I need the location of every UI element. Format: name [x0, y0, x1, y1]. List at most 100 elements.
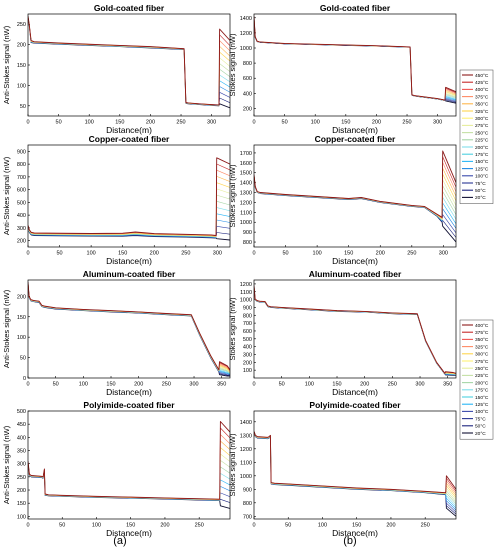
temperature-trace — [28, 17, 230, 106]
plot-frame — [253, 13, 457, 117]
temperature-trace — [254, 175, 456, 220]
temperature-trace — [28, 282, 230, 371]
x-tick-label: 150 — [126, 523, 135, 529]
temperature-trace — [254, 17, 456, 102]
temperature-trace — [28, 282, 230, 372]
plot-frame — [253, 410, 457, 520]
y-tick-label: 350 — [17, 449, 26, 455]
legend-entry: 350°C — [475, 337, 489, 343]
legend-entry: 400°C — [475, 87, 489, 93]
legend-entry: 175°C — [475, 152, 489, 158]
x-tick-label: 0 — [26, 523, 29, 529]
y-tick-label: 400 — [17, 435, 26, 441]
legend-entry: 150°C — [475, 395, 489, 401]
x-tick-label: 100 — [85, 120, 94, 126]
temperature-trace — [28, 17, 230, 106]
legend-entry: 150°C — [475, 159, 489, 165]
y-tick-label: 50 — [20, 356, 26, 362]
x-tick-label: 200 — [150, 251, 159, 257]
legend-entry: 250°C — [475, 366, 489, 372]
temperature-trace — [28, 176, 230, 237]
legend-entry: 275°C — [475, 123, 489, 129]
legend-entry: 425°C — [475, 80, 489, 86]
legend-entry: 300°C — [475, 116, 489, 122]
temperature-trace — [254, 17, 456, 101]
chart-title: Aluminum-coated fiber — [309, 269, 402, 279]
legend-entry: 100°C — [475, 409, 489, 415]
temperature-trace — [28, 453, 230, 501]
legend-entry: 125°C — [475, 402, 489, 408]
chart-title: Aluminum-coated fiber — [83, 269, 176, 279]
series-line-450°C — [28, 15, 230, 106]
x-tick-label: 100 — [311, 120, 320, 126]
legend-entry: 50°C — [475, 188, 486, 194]
temperature-trace — [254, 16, 456, 101]
chart-panels: Gold-coated fiber Distance(m) Anti-Stokes … — [2, 3, 457, 538]
temperature-trace — [28, 282, 230, 374]
temperature-trace — [28, 188, 230, 237]
x-tick-label: 200 — [360, 382, 369, 388]
x-tick-label: 150 — [352, 523, 361, 529]
y-tick-label: 100 — [17, 83, 26, 89]
temperature-trace — [254, 285, 456, 375]
y-tick-label: 400 — [243, 91, 252, 97]
y-tick-label: 1200 — [240, 31, 252, 37]
y-tick-label: 300 — [17, 226, 26, 232]
y-tick-label: 400 — [17, 213, 26, 219]
x-axis-label: Distance(m) — [332, 125, 378, 135]
y-tick-label: 250 — [17, 22, 26, 28]
y-tick-label: 200 — [17, 488, 26, 494]
y-tick-label: 600 — [17, 188, 26, 194]
y-tick-label: 1400 — [240, 16, 252, 22]
temperature-trace — [254, 286, 456, 376]
series-line-20°C — [28, 463, 230, 509]
y-tick-label: 900 — [17, 149, 26, 155]
x-tick-label: 300 — [439, 251, 448, 257]
chart-panel-7: Polyimide-coated fiber Distance(m) Stokes … — [228, 400, 457, 538]
x-tick-label: 250 — [388, 382, 397, 388]
temperature-trace — [28, 282, 230, 375]
x-tick-label: 300 — [189, 382, 198, 388]
x-tick-label: 200 — [372, 120, 381, 126]
chart-panel-6: Polyimide-coated fiber Distance(m) Anti-St… — [2, 400, 231, 538]
temperature-trace — [28, 18, 230, 106]
x-tick-label: 250 — [162, 382, 171, 388]
series-line-400°C — [28, 421, 230, 500]
x-tick-label: 150 — [332, 382, 341, 388]
temperature-trace — [28, 282, 230, 371]
temperature-trace — [254, 432, 456, 513]
y-tick-label: 300 — [243, 352, 252, 358]
temperature-trace — [28, 16, 230, 106]
temperature-trace — [254, 168, 456, 219]
legend-entry: 375°C — [475, 330, 489, 336]
chart-panel-4: Aluminum-coated fiber Distance(m) Anti-Sto… — [2, 269, 231, 397]
x-tick-label: 100 — [92, 523, 101, 529]
x-tick-label: 0 — [252, 382, 255, 388]
y-tick-label: 400 — [243, 345, 252, 351]
x-tick-label: 0 — [252, 523, 255, 529]
y-tick-label: 800 — [243, 501, 252, 507]
temperature-trace — [254, 173, 456, 220]
temperature-trace — [28, 460, 230, 501]
x-tick-label: 50 — [282, 120, 288, 126]
y-tick-label: 1000 — [240, 474, 252, 480]
panel-label-a: (a) — [113, 535, 126, 547]
y-tick-label: 1000 — [240, 298, 252, 304]
x-tick-label: 300 — [433, 120, 442, 126]
x-tick-label: 50 — [285, 523, 291, 529]
chart-title: Gold-coated fiber — [94, 3, 165, 13]
y-tick-label: 1100 — [240, 290, 252, 296]
y-tick-label: 700 — [243, 514, 252, 520]
y-tick-label: 900 — [243, 230, 252, 236]
y-tick-label: 900 — [243, 487, 252, 493]
x-axis-label: Distance(m) — [332, 387, 378, 397]
chart-panel-1: Gold-coated fiber Distance(m) Stokes signa… — [228, 3, 457, 135]
plot-frame — [27, 144, 231, 248]
y-tick-label: 50 — [20, 104, 26, 110]
temperature-trace — [28, 462, 230, 501]
y-tick-label: 150 — [17, 63, 26, 69]
temperature-trace — [254, 432, 456, 509]
temperature-trace — [254, 17, 456, 103]
y-tick-label: 1500 — [240, 171, 252, 177]
